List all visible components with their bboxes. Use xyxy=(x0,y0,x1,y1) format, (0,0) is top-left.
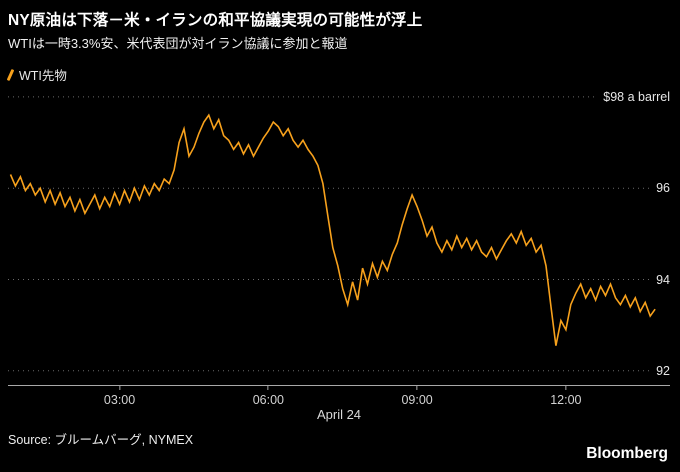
chart-subtitle: WTIは一時3.3%安、米代表団が対イラン協議に参加と報道 xyxy=(8,36,348,51)
chart-title: NY原油は下落－米・イランの和平協議実現の可能性が浮上 xyxy=(8,12,423,29)
header: NY原油は下落－米・イランの和平協議実現の可能性が浮上 WTIは一時3.3%安、… xyxy=(0,0,680,52)
x-axis-tick: 09:00 xyxy=(401,386,433,407)
tick-mark xyxy=(416,386,418,390)
x-axis-tick: 12:00 xyxy=(550,386,582,407)
tick-mark xyxy=(565,386,567,390)
x-axis-tick-label: 12:00 xyxy=(550,393,582,407)
tick-mark xyxy=(267,386,269,390)
x-axis-tick-label: 06:00 xyxy=(252,393,284,407)
bloomberg-logo: Bloomberg xyxy=(586,445,668,462)
legend-label: WTI先物 xyxy=(19,69,67,83)
x-axis-title: April 24 xyxy=(316,407,362,422)
line-chart-canvas xyxy=(8,96,670,372)
price-chart: $98 a barrel 96 94 92 03:00 06:00 09:00 12:00 … xyxy=(8,85,670,422)
x-axis-tick: 03:00 xyxy=(104,386,135,407)
x-axis-tick: 06:00 xyxy=(253,386,284,407)
source-note: Source: ブルームバーグ, NYMEX xyxy=(8,433,194,447)
tick-mark xyxy=(119,386,121,390)
x-axis: 03:00 06:00 09:00 12:00 xyxy=(8,385,670,412)
legend: WTI先物 xyxy=(6,65,680,84)
x-axis-tick-label: 09:00 xyxy=(401,393,433,407)
x-axis-tick-label: 03:00 xyxy=(103,393,136,407)
series-slash-icon xyxy=(6,68,15,81)
